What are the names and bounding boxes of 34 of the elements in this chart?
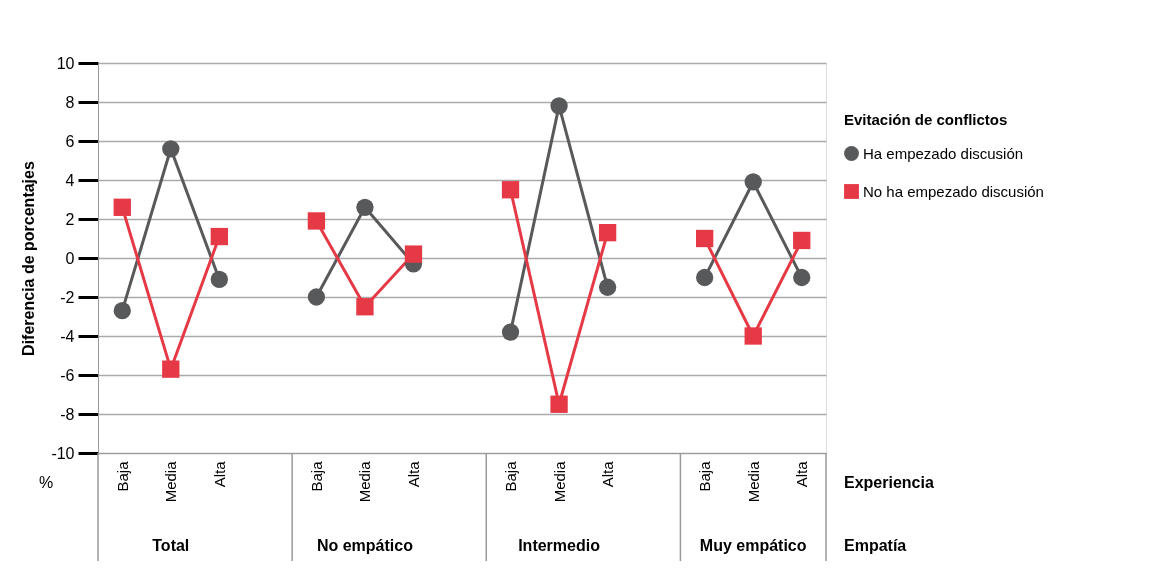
x-tick-label: Baja [696, 460, 714, 492]
x-tick-label: Baja [502, 460, 520, 492]
text: Empatía [844, 537, 907, 554]
y-tick-label: -6 [60, 366, 75, 384]
text: Muy empático [699, 537, 807, 554]
legend-label: Ha empezado discusión [863, 144, 1024, 162]
y-tick-label: 0 [65, 249, 75, 267]
x-tick-label: Media [744, 460, 762, 503]
x-tick-label: Alta [404, 460, 422, 488]
legend-title: Evitación de conflictos [844, 111, 1008, 128]
x-tick-label: Media [356, 460, 374, 503]
text: No empático [316, 537, 414, 554]
text: Intermedio [518, 537, 601, 554]
y-tick-label: -8 [60, 405, 75, 423]
x-tick-label: Alta [210, 460, 228, 488]
x-tick-label: Baja [307, 460, 325, 492]
x-axis-title: Experiencia [844, 474, 934, 491]
legend-label: No ha empezado discusión [863, 182, 1044, 200]
y-tick-label: 10 [56, 54, 75, 72]
y-tick-label: 6 [65, 132, 75, 150]
x-tick-label: Alta [793, 460, 811, 488]
x-tick-label: Media [550, 460, 568, 503]
y-axis-title: Diferencia de porcentajes [20, 161, 38, 356]
y-tick-label: -4 [60, 327, 75, 345]
x-tick-label: Baja [113, 460, 131, 492]
text: Total [152, 537, 190, 554]
y-tick-label: 2 [65, 210, 75, 228]
text: % [38, 474, 54, 491]
y-tick-label: 8 [65, 93, 75, 111]
y-tick-label: -2 [60, 288, 75, 306]
x-tick-label: Media [162, 460, 180, 503]
y-tick-label: 4 [65, 171, 75, 189]
y-tick-label: -10 [51, 444, 75, 462]
x-tick-label: Alta [599, 460, 617, 488]
